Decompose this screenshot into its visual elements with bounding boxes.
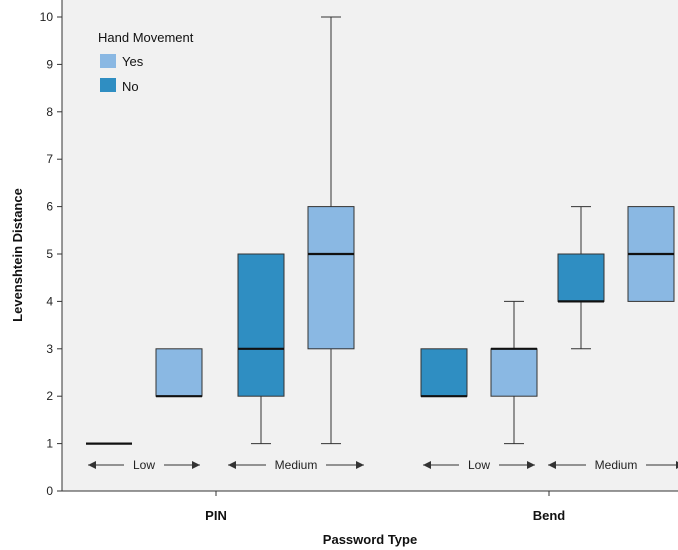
y-tick-label: 5 [46,247,53,261]
arrow-left-head [423,461,431,469]
box-pin-medium-no [237,253,285,445]
plot-area [62,0,678,491]
subgroup-range-bend-low: Low [423,458,535,472]
subgroup-arrows-layer: Low Medium Low Medium [88,458,678,472]
box-iqr [237,253,285,397]
y-tick-label: 10 [40,10,54,24]
subgroup-label: Medium [595,458,638,472]
arrow-left-head [88,461,96,469]
box-iqr [155,348,203,397]
y-tick-label: 9 [46,57,53,71]
y-tick-label: 2 [46,389,53,403]
arrow-left-head [228,461,236,469]
x-tick-label: PIN [205,508,227,523]
arrow-left-head [548,461,556,469]
y-tick-label: 4 [46,294,53,308]
x-axis-title: Password Type [323,532,417,547]
subgroup-range-pin-medium: Medium [228,458,364,472]
legend-label-no: No [122,79,139,94]
y-tick-label: 1 [46,437,53,451]
y-tick-label: 3 [46,342,53,356]
box-iqr [557,253,605,302]
legend: Hand Movement Yes No [98,30,194,94]
arrow-right-head [356,461,364,469]
subgroup-label: Medium [275,458,318,472]
box-bend-low-no [420,348,468,398]
subgroup-label: Low [468,458,490,472]
arrow-right-head [192,461,200,469]
y-tick-label: 7 [46,152,53,166]
x-ticks-layer: PIN Bend [205,491,565,523]
y-tick-label: 0 [46,484,53,498]
box-pin-low-yes [155,348,203,398]
arrow-right-head [527,461,535,469]
box-bend-medium-no [557,206,605,350]
boxes-layer [86,16,675,445]
x-tick-label: Bend [533,508,566,523]
legend-swatch-no [100,78,116,92]
box-pin-medium-yes [307,16,355,445]
legend-swatch-yes [100,54,116,68]
subgroup-range-pin-low: Low [88,458,200,472]
y-axis-title: Levenshtein Distance [10,188,25,322]
box-bend-medium-yes [627,206,675,302]
box-iqr [307,206,355,350]
y-tick-label: 8 [46,105,53,119]
legend-title: Hand Movement [98,30,194,45]
box-bend-low-yes [490,300,538,445]
legend-label-yes: Yes [122,54,144,69]
y-tick-label: 6 [46,200,53,214]
subgroup-label: Low [133,458,155,472]
box-iqr [490,348,538,397]
box-iqr [420,348,468,397]
y-ticks-layer: 0 1 2 3 4 5 6 7 8 9 10 [40,10,62,498]
